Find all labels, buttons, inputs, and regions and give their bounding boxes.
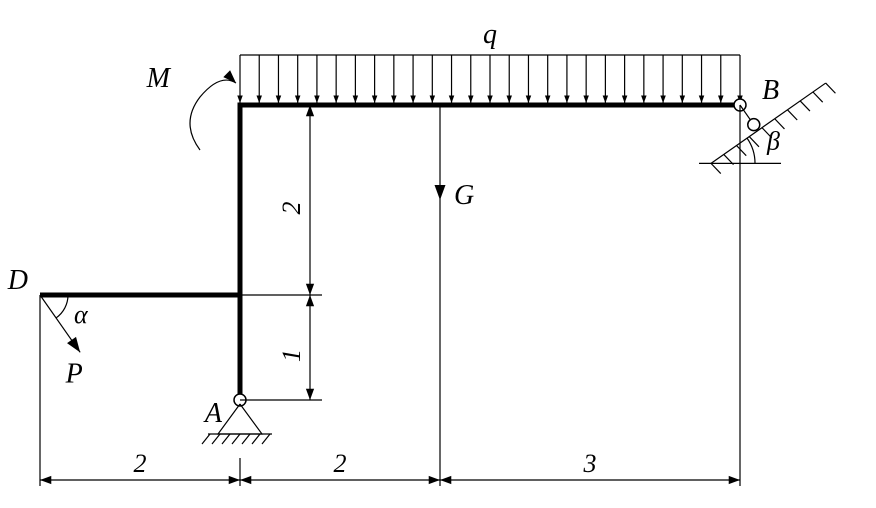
A-label: A — [203, 398, 223, 429]
dim-h-3: 3 — [583, 449, 597, 478]
dim-h-2a: 2 — [134, 449, 147, 478]
beta-label: β — [766, 126, 780, 155]
moment-M — [190, 70, 236, 150]
B-label: B — [762, 75, 779, 106]
D-label: D — [7, 265, 28, 296]
G-label: G — [454, 180, 474, 211]
alpha-label: α — [74, 300, 89, 329]
P-label: P — [65, 358, 83, 389]
dim-v1: 1 — [277, 349, 306, 362]
force-G — [435, 105, 446, 200]
dim-v2: 2 — [277, 202, 306, 215]
distributed-load-q — [237, 55, 742, 103]
M-label: M — [146, 63, 172, 94]
beam — [40, 105, 740, 400]
q-label: q — [483, 19, 497, 50]
dim-h-2b: 2 — [334, 449, 347, 478]
